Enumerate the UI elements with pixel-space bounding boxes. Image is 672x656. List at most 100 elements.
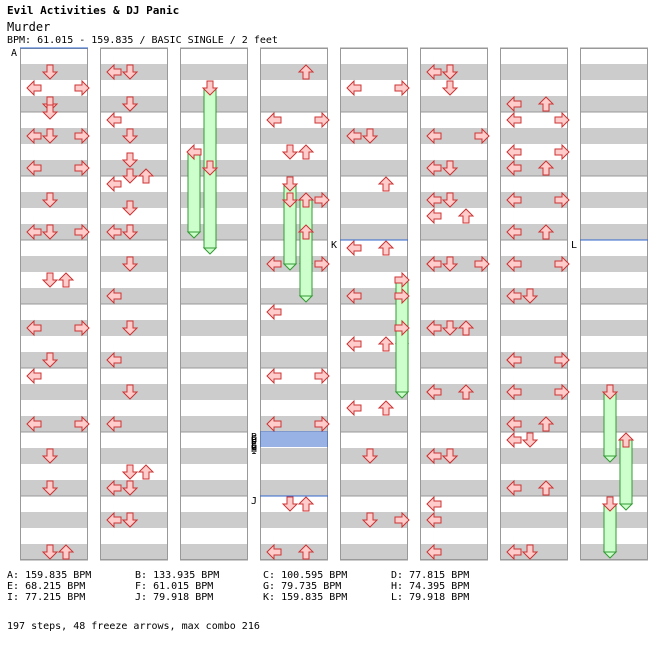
left-arrow [506,543,522,561]
legend-entry-h: H: 74.395 BPM [391,581,470,592]
up-arrow [377,176,395,192]
down-arrow [441,256,459,272]
left-arrow [426,207,442,225]
legend-entry-j: J: 79.918 BPM [135,592,214,603]
bpm-marker: D [251,435,328,447]
up-arrow [537,96,555,112]
beat-stripe [340,384,408,400]
beat-stripe [100,352,168,368]
chart-column [580,47,648,561]
freeze-body [187,151,201,233]
beat-stripe [500,64,568,80]
beat-stripe [500,256,568,272]
beat-stripe [500,320,568,336]
down-arrow [201,80,219,96]
right-arrow [74,159,90,177]
legend-entry-f: F: 61.015 BPM [135,581,214,592]
beat-stripe [20,288,88,304]
left-arrow [106,479,122,497]
up-arrow [537,160,555,176]
beat-stripe [500,384,568,400]
left-arrow [506,111,522,129]
right-arrow [394,79,410,97]
right-arrow [314,367,330,385]
beat-stripe [420,544,488,560]
up-arrow [297,544,315,560]
left-arrow [426,255,442,273]
down-arrow [441,448,459,464]
legend-entry-d: D: 77.815 BPM [391,570,470,581]
left-arrow [506,287,522,305]
beat-stripe [340,480,408,496]
beat-stripe [580,480,648,496]
down-arrow [41,272,59,288]
beat-stripe [500,480,568,496]
beat-stripe [420,416,488,432]
left-arrow [186,143,202,161]
beat-stripe [340,320,408,336]
beat-stripe [260,128,328,144]
legend-entry-k: K: 159.835 BPM [263,592,348,603]
freeze-arrow [618,439,634,511]
column-border [260,48,328,560]
up-arrow [537,416,555,432]
freeze-tail [602,455,618,463]
bpm-marker: E [251,437,328,449]
beat-stripe [500,160,568,176]
right-arrow [474,255,490,273]
right-arrow [74,415,90,433]
bpm-marker: I [251,445,328,457]
left-arrow [426,159,442,177]
bpm-marker-label: H [251,444,257,455]
beat-stripe [340,544,408,560]
legend-entry-c: C: 100.595 BPM [263,570,348,581]
column-border [500,48,568,560]
right-arrow [554,383,570,401]
down-arrow [441,80,459,96]
beat-stripe [260,96,328,112]
bpm-marker-label: E [251,438,257,449]
beat-stripe [340,416,408,432]
beat-stripe [20,512,88,528]
down-arrow [441,64,459,80]
beat-stripe [260,544,328,560]
down-arrow [121,152,139,168]
up-arrow [137,464,155,480]
song-title: Murder [7,20,51,34]
beat-stripe [260,480,328,496]
freeze-arrow [186,151,202,239]
left-arrow [106,175,122,193]
left-arrow [26,79,42,97]
legend-entry-g: G: 79.735 BPM [263,581,342,592]
left-arrow [106,287,122,305]
freeze-body [619,439,633,505]
beat-stripe [580,160,648,176]
down-arrow [41,224,59,240]
beat-stripe [420,224,488,240]
bpm-marker: C [251,433,328,445]
left-arrow [346,127,362,145]
bpm-marker-label: I [251,446,257,457]
left-arrow [426,447,442,465]
left-arrow [26,223,42,241]
down-arrow [41,480,59,496]
right-arrow [394,319,410,337]
up-arrow [377,240,395,256]
up-arrow [537,480,555,496]
left-arrow [26,127,42,145]
down-arrow [41,192,59,208]
left-arrow [426,543,442,561]
down-arrow [41,128,59,144]
beat-stripe [20,416,88,432]
right-arrow [314,191,330,209]
beat-stripe [500,96,568,112]
legend-entry-a: A: 159.835 BPM [7,570,92,581]
chart-column [500,47,568,561]
right-arrow [74,127,90,145]
down-arrow [281,176,299,192]
down-arrow [521,288,539,304]
bpm-marker-label: F [251,440,257,451]
down-arrow [41,544,59,560]
bpm-marker-label: K [331,240,337,251]
